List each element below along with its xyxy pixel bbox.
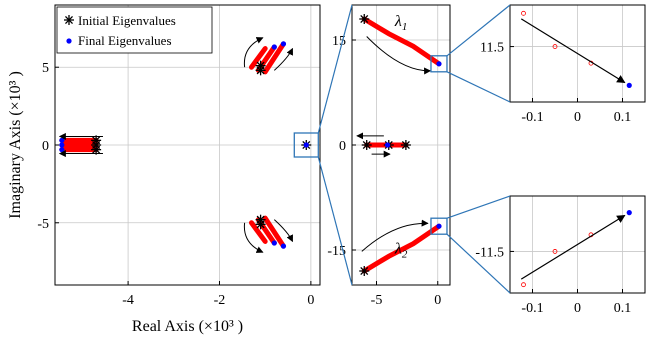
legend-initial-marker: [64, 15, 74, 25]
zoom3-connector-bottom: [446, 233, 511, 294]
zoom2-connector-top: [446, 4, 511, 57]
main-series0-point-2-stroke: [92, 141, 101, 149]
main-legend: Initial Eigenvalues Final Eigenvalues: [56, 6, 213, 54]
zoom3-panel: -0.1 0 0.1 -11.5: [475, 195, 646, 316]
main-series1-point-4: [280, 41, 287, 47]
zoom1-motion-arrow-1: [361, 219, 429, 252]
main-series0-point-5-stroke: [256, 61, 265, 70]
zoom1-series0-point-1-stroke: [360, 267, 369, 275]
main-series1-point-2: [59, 147, 65, 153]
zoom3-series1-point-0: [626, 210, 632, 216]
main-series0-point-2: [91, 140, 102, 150]
zoom1-xtick-label-1: 0: [434, 293, 441, 308]
legend-box: [56, 6, 213, 54]
zoom3-connector-top: [446, 195, 511, 219]
main-series0-point-5: [255, 60, 266, 71]
zoom1-motion-arrow-0: [366, 36, 432, 75]
zoom1-series0-point-4-stroke: [401, 141, 410, 149]
main-ytick-label-1: 0: [42, 139, 49, 154]
zoom1-series0-point-4: [400, 140, 411, 150]
zoom3-xtick-label-2: 0.1: [614, 301, 632, 316]
main-motion-arrow-5: [273, 219, 294, 243]
main-series1-point-0: [59, 137, 65, 143]
zoom1-ytick-label-2: 15: [332, 34, 346, 49]
zoom3-xtick-label-1: 0: [574, 301, 581, 316]
zoom2-xtick-label-0: -0.1: [521, 110, 543, 125]
zoom1-lambda-label-0: λ1: [394, 13, 407, 33]
legend-entry-0: Initial Eigenvalues: [78, 13, 176, 28]
zoom2-panel: -0.1 0 0.1 11.5: [480, 4, 646, 125]
zoom3-ytick-label-0: -11.5: [475, 245, 504, 260]
zoom1-series0-point-1: [359, 266, 370, 276]
main-panel: -4 -2 0 -5 0 5 Real Axis (×10³ ) Imaginary Axis…: [7, 4, 321, 335]
main-motion-arrow-3: [273, 47, 294, 71]
zoom1-series0-point-0-stroke: [360, 15, 369, 23]
zoom1-series1-point-2: [384, 142, 391, 148]
zoom2-xtick-label-2: 0.1: [614, 110, 632, 125]
main-motion-arrow-2: [243, 37, 264, 68]
main-series1-point-3: [271, 44, 277, 50]
legend-final-marker: [66, 38, 72, 44]
main-ytick-label-0: -5: [37, 217, 49, 232]
zoom1-xtick-label-0: -5: [371, 293, 383, 308]
main-series0-point-6: [255, 219, 266, 230]
main-series1-point-7: [303, 142, 309, 148]
zoom1-zoom-box-top: [430, 55, 448, 73]
main-ytick-label-2: 5: [42, 61, 49, 76]
zoom-connector-bottom: [317, 156, 353, 286]
zoom3-series0-point-0: [521, 282, 526, 288]
main-series1-point-1: [59, 142, 65, 148]
zoom1-series1-point-0: [436, 61, 442, 67]
zoom3-xtick-label-0: -0.1: [521, 301, 543, 316]
main-xtick-label-2: 0: [307, 293, 314, 308]
zoom1-ytick-label-1: 0: [339, 139, 346, 154]
main-xtick-label-1: -2: [214, 293, 226, 308]
zoom1-lambda-label-1: λ2: [394, 241, 408, 261]
main-trajectory-5: [262, 41, 286, 75]
zoom2-series0-point-0: [521, 10, 526, 16]
main-trajectory-8: [262, 215, 286, 249]
main-series0-point-6-stroke: [256, 220, 265, 229]
zoom2-motion-arrow: [520, 18, 626, 84]
zoom2-connector-bottom: [446, 71, 511, 103]
zoom2-series1-point-0: [626, 82, 632, 88]
legend-entry-1: Final Eigenvalues: [78, 33, 172, 48]
main-ylabel: Imaginary Axis (×10³ ): [7, 71, 24, 219]
main-zoom-box: [293, 132, 319, 158]
zoom2-xtick-label-1: 0: [574, 110, 581, 125]
zoom3-motion-arrow: [520, 214, 626, 280]
main-xtick-label-0: -4: [122, 293, 134, 308]
main-motion-arrow-4: [243, 222, 264, 253]
zoom-connector-top: [317, 4, 353, 134]
main-xlabel: Real Axis (×10³ ): [132, 318, 243, 335]
zoom1-panel: -5 0 -15 0 15 λ1 λ2: [327, 4, 451, 308]
main-trajectory-3: [248, 46, 268, 70]
zoom1-series1-point-1: [436, 223, 442, 229]
main-trajectory-6: [248, 220, 268, 244]
zoom1-series0-point-2-stroke: [362, 141, 371, 149]
zoom2-ytick-label-0: 11.5: [480, 41, 504, 56]
zoom1-trajectory-0: [361, 16, 442, 67]
zoom1-ytick-label-0: -15: [327, 244, 346, 259]
main-series1-point-6: [280, 243, 287, 249]
zoom1-zoom-box-bottom: [430, 217, 448, 235]
zoom1-trajectory-1: [361, 223, 442, 274]
legend-initial-marker-stroke: [65, 16, 73, 24]
main-series1-point-5: [271, 240, 277, 246]
zoom1-series0-point-2: [361, 140, 372, 150]
zoom3-series0-point-1: [552, 249, 558, 254]
zoom2-series0-point-1: [552, 44, 558, 49]
zoom1-series0-point-0: [359, 14, 370, 24]
